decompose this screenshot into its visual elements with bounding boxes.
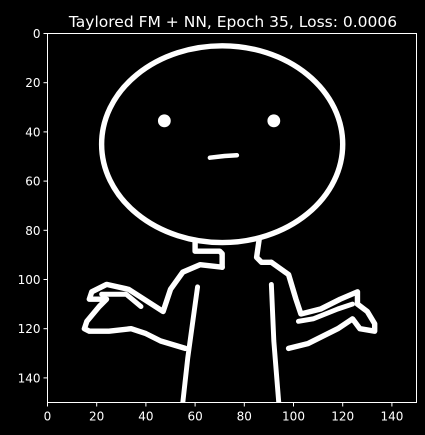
right-shoulder-arm <box>268 259 378 352</box>
image-strokes <box>81 43 378 403</box>
y-tick-label: 80 <box>25 224 40 238</box>
y-tick-label: 40 <box>25 125 40 139</box>
axes-frame <box>47 33 417 403</box>
right-eye <box>267 114 281 128</box>
x-axis-ticks: 0 20 40 60 80 100 120 140 <box>44 402 403 424</box>
left-neck <box>192 237 225 270</box>
x-tick-label: 120 <box>331 410 354 424</box>
right-leg <box>268 281 282 403</box>
y-tick-label: 60 <box>25 175 40 189</box>
right-arm-inner <box>295 301 356 324</box>
y-tick-label: 120 <box>18 322 41 336</box>
y-tick-label: 100 <box>18 273 41 287</box>
image-background <box>47 33 417 403</box>
y-tick-label: 0 <box>33 27 41 41</box>
mouth <box>207 153 240 160</box>
x-tick-label: 80 <box>237 410 252 424</box>
head <box>98 43 346 246</box>
x-tick-label: 20 <box>89 410 104 424</box>
chart-title: Taylored FM + NN, Epoch 35, Loss: 0.0006 <box>68 13 397 31</box>
y-tick-label: 20 <box>25 76 40 90</box>
x-tick-label: 140 <box>380 410 403 424</box>
left-eye <box>157 114 171 128</box>
left-leg <box>180 284 201 403</box>
x-tick-label: 100 <box>282 410 305 424</box>
right-neck <box>253 237 275 265</box>
x-tick-label: 0 <box>44 410 52 424</box>
y-tick-label: 140 <box>18 371 41 385</box>
left-shoulder-arm-top <box>81 262 225 352</box>
left-arm-inner <box>99 291 144 310</box>
x-tick-label: 60 <box>187 410 202 424</box>
y-axis-ticks: 0 20 40 60 80 100 120 140 <box>18 27 48 385</box>
x-tick-label: 40 <box>138 410 153 424</box>
plot-area <box>47 33 417 403</box>
